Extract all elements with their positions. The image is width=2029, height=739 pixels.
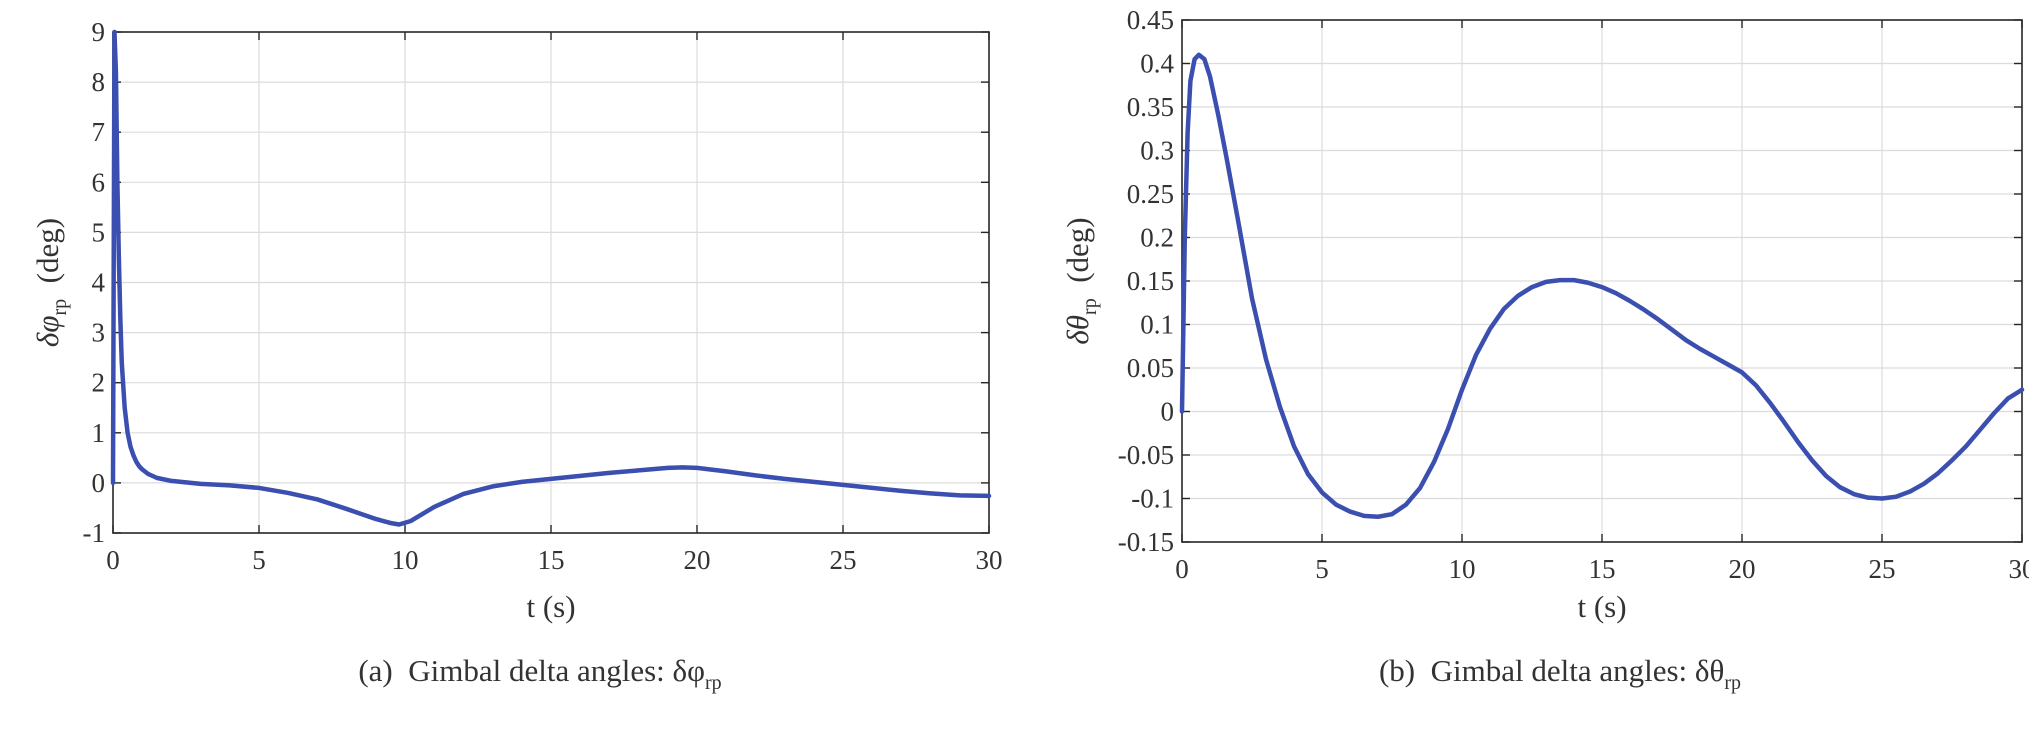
series-line bbox=[1179, 52, 2025, 520]
y-tick-label: -0.1 bbox=[1131, 484, 1174, 514]
y-tick-label: 0.35 bbox=[1127, 92, 1174, 122]
caption-label: (b) Gimbal delta angles: δθ bbox=[1379, 653, 1724, 688]
y-tick-label: 0.15 bbox=[1127, 266, 1174, 296]
y-axis-label-symbol: δφ bbox=[30, 316, 65, 348]
y-tick-label: 0.05 bbox=[1127, 353, 1174, 383]
caption-subscript: rp bbox=[705, 672, 722, 694]
x-tick-label: 15 bbox=[1589, 554, 1616, 584]
y-tick-label: 7 bbox=[92, 117, 106, 147]
x-tick-label: 20 bbox=[684, 545, 711, 575]
y-tick-label: 3 bbox=[92, 318, 106, 348]
x-tick-label: 0 bbox=[1175, 554, 1189, 584]
series-line bbox=[110, 29, 992, 527]
y-tick-label: 0.45 bbox=[1127, 5, 1174, 35]
y-axis-label-unit: (deg) bbox=[30, 218, 65, 299]
y-tick-label: 0.25 bbox=[1127, 179, 1174, 209]
y-tick-label: 0.2 bbox=[1140, 223, 1174, 253]
chart-b: 0 5 10 15 20 25 30 -0.15 -0.1 -0.05 0 0.05 0.1 0.15 0.… bbox=[1060, 5, 2029, 694]
x-tick-label: 25 bbox=[1869, 554, 1896, 584]
x-tick-label: 30 bbox=[976, 545, 1003, 575]
y-tick-label: 4 bbox=[92, 268, 106, 298]
x-tick-label: 5 bbox=[252, 545, 266, 575]
subfigure-caption: (b) Gimbal delta angles: δθrp bbox=[1379, 653, 1741, 694]
y-tick-label: 0.1 bbox=[1140, 310, 1174, 340]
y-tick-label: 0.4 bbox=[1140, 49, 1174, 79]
x-axis-label: t (s) bbox=[1577, 589, 1626, 624]
y-axis-label: δθrp (deg) bbox=[1060, 217, 1101, 344]
x-axis-label: t (s) bbox=[526, 589, 575, 624]
y-tick-label: 6 bbox=[92, 167, 106, 197]
caption-label: (a) Gimbal delta angles: δφ bbox=[358, 653, 705, 688]
y-axis-label-subscript: rp bbox=[49, 299, 71, 316]
x-tick-label: 20 bbox=[1729, 554, 1756, 584]
y-axis-label-unit: (deg) bbox=[1060, 217, 1095, 298]
y-tick-label: 0 bbox=[92, 468, 106, 498]
y-tick-label: 0 bbox=[1161, 397, 1175, 427]
y-axis-label: δφrp (deg) bbox=[30, 218, 71, 347]
y-tick-label: -0.05 bbox=[1118, 440, 1174, 470]
x-tick-label: 10 bbox=[392, 545, 419, 575]
x-tick-label: 5 bbox=[1315, 554, 1329, 584]
y-tick-label: -1 bbox=[83, 518, 106, 548]
y-axis-label-subscript: rp bbox=[1079, 298, 1101, 315]
y-tick-label: 5 bbox=[92, 217, 106, 247]
x-tick-label: 10 bbox=[1449, 554, 1476, 584]
x-tick-label: 0 bbox=[106, 545, 120, 575]
y-tick-label: 9 bbox=[92, 17, 106, 47]
y-tick-label: -0.15 bbox=[1118, 527, 1174, 557]
x-tick-label: 15 bbox=[538, 545, 565, 575]
y-tick-label: 1 bbox=[92, 418, 106, 448]
x-tick-label: 25 bbox=[830, 545, 857, 575]
subfigure-caption: (a) Gimbal delta angles: δφrp bbox=[358, 653, 721, 694]
caption-subscript: rp bbox=[1724, 672, 1741, 694]
x-tick-label: 30 bbox=[2009, 554, 2029, 584]
y-tick-label: 0.3 bbox=[1140, 136, 1174, 166]
y-axis-label-symbol: δθ bbox=[1060, 315, 1095, 345]
y-tick-label: 8 bbox=[92, 67, 106, 97]
y-tick-label: 2 bbox=[92, 368, 106, 398]
